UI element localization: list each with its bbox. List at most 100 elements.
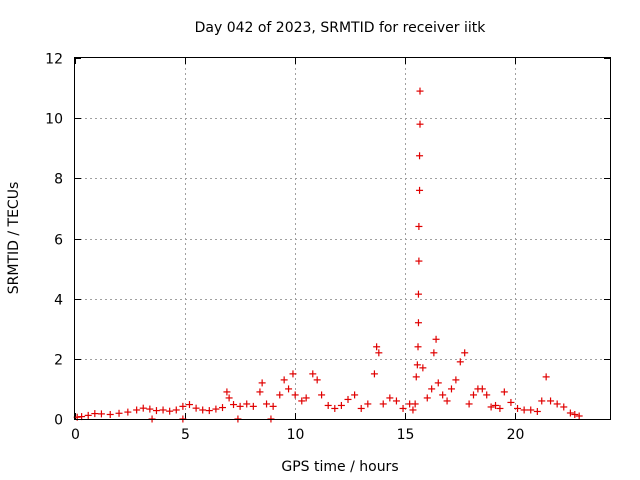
data-point xyxy=(97,410,105,418)
data-point xyxy=(276,391,284,399)
data-point xyxy=(78,413,86,421)
data-point xyxy=(219,404,227,412)
data-point xyxy=(542,373,550,381)
x-tick-label: 10 xyxy=(287,427,305,443)
data-point xyxy=(566,409,574,417)
data-point xyxy=(199,406,207,414)
data-point xyxy=(344,395,352,403)
data-point xyxy=(447,385,455,393)
data-point xyxy=(249,402,257,410)
data-point xyxy=(386,394,394,402)
data-point xyxy=(269,402,277,410)
y-tick-label: 12 xyxy=(45,52,63,68)
data-point xyxy=(461,349,469,357)
data-point xyxy=(416,87,424,95)
data-point xyxy=(538,397,546,405)
data-point xyxy=(133,406,141,414)
data-point xyxy=(258,379,266,387)
data-point xyxy=(192,404,200,412)
data-point xyxy=(416,186,424,194)
data-point xyxy=(230,401,238,409)
data-point xyxy=(289,370,297,378)
data-point xyxy=(416,152,424,160)
data-point xyxy=(172,406,180,414)
data-point xyxy=(223,388,231,396)
data-point xyxy=(415,257,423,265)
data-point xyxy=(483,391,491,399)
y-tick-label: 0 xyxy=(54,413,63,429)
data-point xyxy=(375,349,383,357)
axis-ticks xyxy=(75,58,610,420)
data-point xyxy=(298,397,306,405)
data-point xyxy=(575,412,583,420)
data-point xyxy=(492,401,500,409)
y-tick-label: 2 xyxy=(54,353,63,369)
x-tick-label: 20 xyxy=(507,427,525,443)
data-point xyxy=(324,401,332,409)
data-point xyxy=(313,376,321,384)
data-point xyxy=(443,397,451,405)
grid-lines xyxy=(75,58,610,419)
data-point xyxy=(392,397,400,405)
data-point xyxy=(364,400,372,408)
data-point xyxy=(205,407,213,415)
data-point xyxy=(428,385,436,393)
data-markers xyxy=(73,87,583,423)
data-point xyxy=(166,407,174,415)
data-point xyxy=(560,403,568,411)
data-point xyxy=(500,388,508,396)
y-tick-label: 4 xyxy=(54,293,63,309)
data-point xyxy=(236,402,244,410)
data-point xyxy=(91,410,99,418)
data-point xyxy=(146,405,154,413)
tick-labels: 0 5 10 15 20 0 2 4 6 8 10 12 xyxy=(45,52,524,444)
data-point xyxy=(373,343,381,351)
data-point xyxy=(280,376,288,384)
data-point xyxy=(507,398,515,406)
data-point xyxy=(478,385,486,393)
data-point xyxy=(487,403,495,411)
data-point xyxy=(414,343,422,351)
x-tick-label: 5 xyxy=(181,427,190,443)
data-point xyxy=(452,376,460,384)
data-point xyxy=(302,394,310,402)
data-point xyxy=(106,410,114,418)
data-point xyxy=(185,401,193,409)
x-axis-label: GPS time / hours xyxy=(281,459,398,475)
y-tick-label: 10 xyxy=(45,112,63,128)
data-point xyxy=(533,407,541,415)
data-point xyxy=(379,400,387,408)
data-point xyxy=(419,364,427,372)
data-point xyxy=(520,406,528,414)
data-point xyxy=(456,358,464,366)
data-point xyxy=(514,404,522,412)
x-tick-label: 0 xyxy=(71,427,80,443)
data-point xyxy=(256,388,264,396)
data-point xyxy=(423,394,431,402)
data-point xyxy=(263,400,271,408)
data-point xyxy=(496,404,504,412)
data-point xyxy=(212,405,220,413)
data-point xyxy=(370,370,378,378)
data-point xyxy=(414,319,422,327)
data-point xyxy=(413,361,421,369)
data-point xyxy=(318,391,326,399)
data-point xyxy=(399,404,407,412)
data-point xyxy=(179,402,187,410)
data-point xyxy=(571,410,579,418)
data-point xyxy=(434,379,442,387)
x-tick-label: 15 xyxy=(397,427,415,443)
plot-frame xyxy=(74,57,611,420)
data-point xyxy=(432,335,440,343)
data-point xyxy=(414,290,422,298)
data-point xyxy=(159,406,167,414)
data-point xyxy=(547,397,555,405)
data-point xyxy=(527,406,535,414)
data-point xyxy=(553,400,561,408)
data-point xyxy=(416,120,424,128)
data-point xyxy=(225,394,233,402)
data-point xyxy=(285,385,293,393)
data-point xyxy=(243,400,251,408)
data-point xyxy=(115,409,123,417)
